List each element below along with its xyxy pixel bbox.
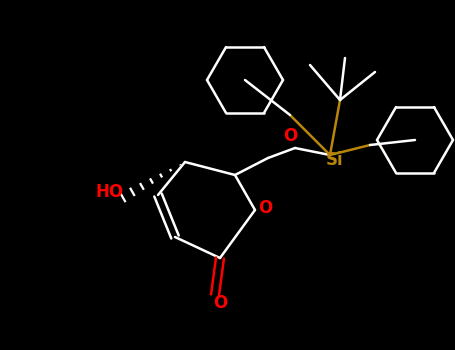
Text: O: O	[283, 127, 297, 145]
Text: HO: HO	[96, 183, 124, 201]
Text: O: O	[213, 294, 227, 312]
Text: Si: Si	[326, 151, 344, 169]
Text: O: O	[258, 199, 272, 217]
